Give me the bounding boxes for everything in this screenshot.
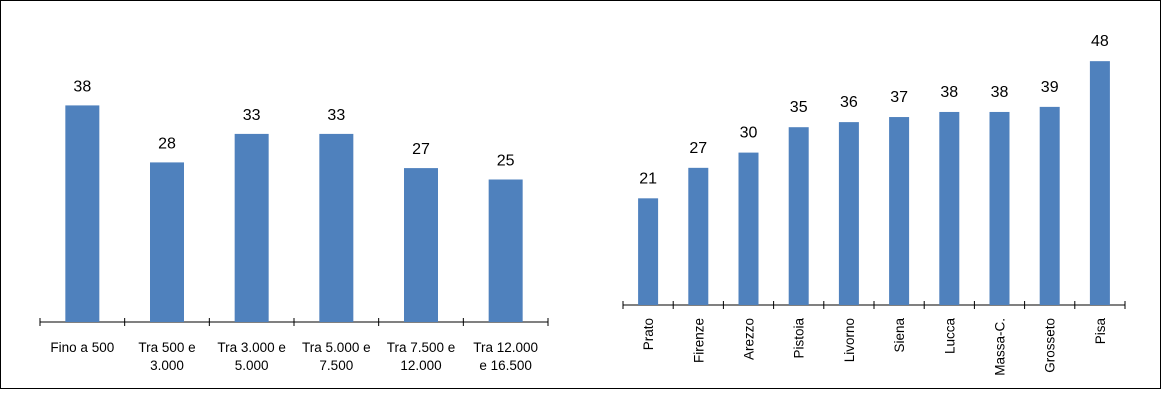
category-label: Arezzo (742, 318, 757, 360)
bar (1089, 61, 1110, 305)
data-label: 48 (1091, 33, 1109, 50)
category-label: Lucca (942, 318, 957, 355)
bar (404, 168, 438, 322)
category-label: 7.500 (319, 358, 353, 373)
category-label: Fino a 500 (50, 340, 114, 355)
data-label: 33 (243, 107, 261, 124)
category-label: Massa-C. (993, 318, 1008, 376)
bar (234, 133, 269, 322)
category-label: 3.000 (150, 358, 184, 373)
category-label: 5.000 (235, 358, 269, 373)
data-label: 38 (940, 84, 958, 101)
bar (638, 198, 659, 305)
chart-income-classes: 38 Fino a 500 28 Tra 500 e 3.000 33 Tra 3.000 … (39, 78, 549, 373)
data-label: 27 (689, 140, 707, 157)
data-label: 35 (790, 99, 808, 116)
data-label: 25 (497, 153, 515, 170)
category-label: Prato (641, 318, 656, 350)
data-label: 27 (412, 141, 430, 158)
bar (65, 105, 100, 323)
bar (889, 117, 910, 305)
data-label: 33 (327, 107, 345, 124)
category-label: Grosseto (1043, 318, 1058, 373)
data-label: 21 (639, 170, 657, 187)
data-label: 36 (840, 94, 858, 111)
bar (319, 133, 354, 322)
bar (1039, 106, 1060, 305)
category-label: Tra 12.000 (473, 340, 538, 355)
data-label: 38 (991, 84, 1009, 101)
category-label: 12.000 (400, 358, 441, 373)
bar (150, 162, 184, 322)
category-label: Tra 3.000 e (217, 340, 286, 355)
bar (488, 179, 523, 322)
category-label: Pisa (1093, 318, 1108, 345)
category-label: Tra 500 e (138, 340, 195, 355)
data-label: 37 (890, 89, 908, 106)
chart-provinces: 21 Prato 27 Firenze 30 Arezzo 35 Pistoia 36 Livor… (622, 33, 1126, 376)
category-label: Siena (892, 318, 907, 353)
category-label: e 16.500 (479, 358, 532, 373)
category-label: Tra 5.000 e (302, 340, 371, 355)
data-label: 38 (73, 78, 91, 95)
data-label: 39 (1041, 79, 1059, 96)
category-label: Firenze (691, 318, 706, 363)
bar (989, 111, 1010, 306)
bar (939, 111, 960, 306)
data-label: 28 (158, 135, 176, 152)
category-label: Livorno (842, 318, 857, 362)
bar (788, 127, 809, 305)
bar (738, 152, 759, 305)
bar (688, 167, 709, 305)
bar (838, 122, 859, 306)
category-label: Pistoia (792, 318, 807, 359)
category-label: Tra 7.500 e (387, 340, 456, 355)
data-label: 30 (740, 125, 758, 142)
